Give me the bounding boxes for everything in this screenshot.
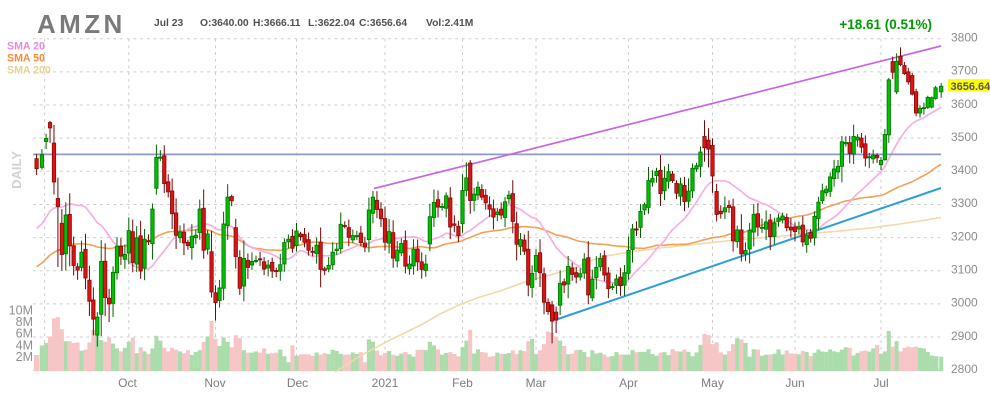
svg-text:Nov: Nov	[204, 376, 225, 390]
svg-text:Jul 23: Jul 23	[154, 18, 183, 29]
svg-text:Oct: Oct	[118, 376, 137, 390]
svg-text:8M: 8M	[16, 315, 33, 329]
svg-text:10M: 10M	[9, 303, 33, 317]
svg-text:2800: 2800	[951, 362, 978, 376]
svg-text:3500: 3500	[951, 130, 978, 144]
svg-text:C:3656.64: C:3656.64	[359, 18, 407, 29]
svg-text:H:3666.11: H:3666.11	[253, 18, 301, 29]
svg-text:3200: 3200	[951, 229, 978, 243]
svg-text:AMZN: AMZN	[37, 9, 126, 39]
svg-text:O:3640.00: O:3640.00	[200, 18, 249, 29]
svg-text:Dec: Dec	[287, 376, 308, 390]
svg-text:Feb: Feb	[452, 376, 473, 390]
svg-text:Jul: Jul	[873, 376, 888, 390]
svg-text:3700: 3700	[951, 64, 978, 78]
svg-text:Apr: Apr	[619, 376, 638, 390]
svg-text:SMA 50: SMA 50	[7, 52, 45, 64]
svg-text:6M: 6M	[16, 327, 33, 341]
svg-text:Mar: Mar	[526, 376, 547, 390]
svg-text:2021: 2021	[372, 376, 399, 390]
svg-text:2900: 2900	[951, 329, 978, 343]
svg-text:SMA 200: SMA 200	[7, 64, 51, 76]
svg-text:+18.61 (0.51%): +18.61 (0.51%)	[839, 17, 932, 32]
svg-text:SMA 20: SMA 20	[7, 41, 45, 53]
svg-text:2M: 2M	[16, 350, 33, 364]
svg-text:May: May	[701, 376, 724, 390]
svg-text:3100: 3100	[951, 263, 978, 277]
svg-text:Jun: Jun	[785, 376, 804, 390]
svg-text:3400: 3400	[951, 163, 978, 177]
svg-text:3800: 3800	[951, 31, 978, 45]
svg-text:Vol:2.41M: Vol:2.41M	[426, 18, 473, 29]
svg-text:3300: 3300	[951, 196, 978, 210]
svg-text:L:3622.04: L:3622.04	[308, 18, 355, 29]
svg-text:3600: 3600	[951, 97, 978, 111]
svg-text:DAILY: DAILY	[9, 151, 24, 189]
svg-text:4M: 4M	[16, 338, 33, 352]
svg-text:3000: 3000	[951, 296, 978, 310]
svg-text:3656.64: 3656.64	[951, 81, 990, 93]
